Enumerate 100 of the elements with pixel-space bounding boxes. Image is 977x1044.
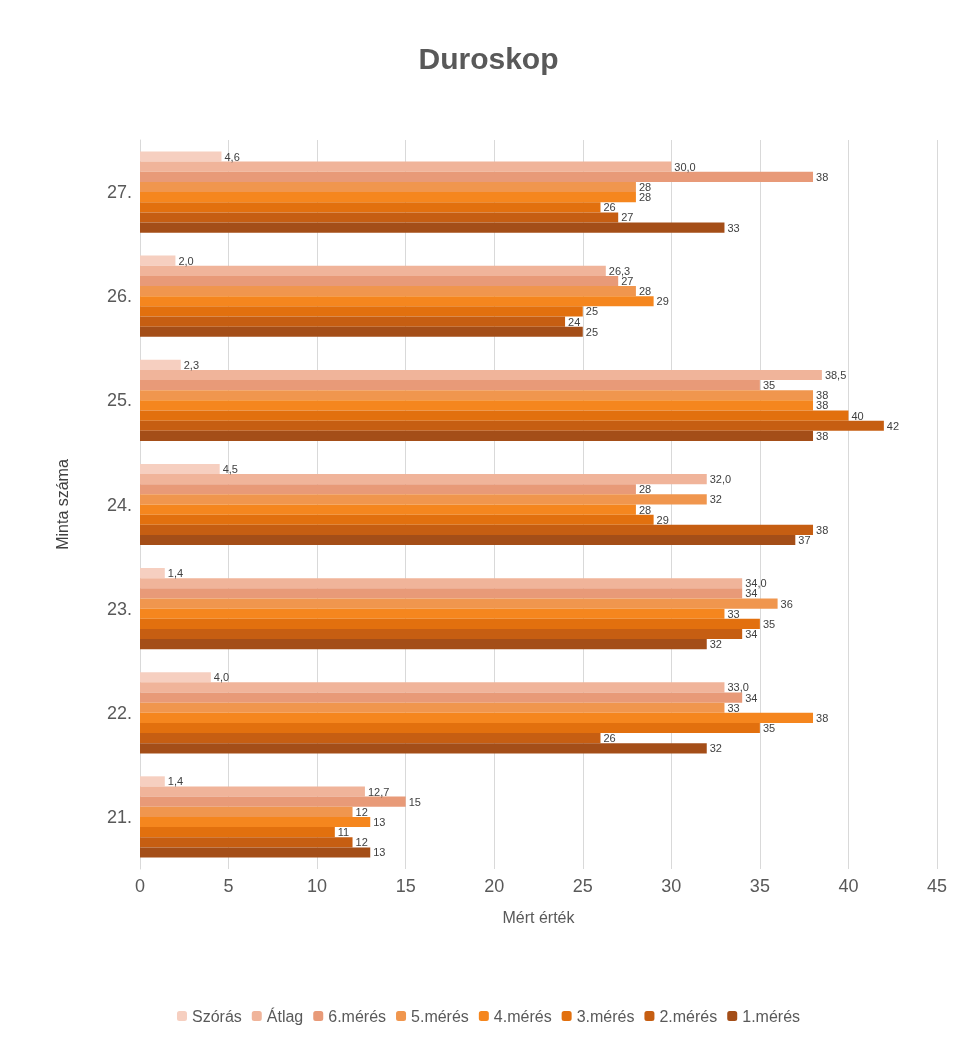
data-label: 38	[816, 523, 829, 536]
bar	[140, 682, 725, 693]
bar	[140, 463, 220, 475]
data-label: 12	[355, 805, 368, 818]
bar	[140, 400, 814, 411]
bar	[140, 255, 176, 266]
bar	[140, 786, 365, 797]
data-label: 2,3	[183, 358, 200, 371]
y-tick-label: 26.	[106, 286, 132, 307]
legend-label: 6.mérés	[328, 1007, 387, 1025]
chart-title: Duroskop	[418, 41, 559, 75]
y-tick-label: 21.	[106, 806, 132, 827]
y-tick-label: 22.	[106, 702, 132, 723]
bar	[140, 380, 760, 391]
data-label: 1,4	[167, 775, 184, 788]
data-label: 28	[638, 285, 652, 298]
data-label: 1,4	[167, 567, 184, 580]
data-label: 24	[568, 315, 581, 328]
data-label: 38	[816, 429, 829, 442]
y-tick-label: 25.	[106, 390, 132, 411]
bar	[140, 692, 743, 703]
bar	[140, 494, 707, 505]
bar	[140, 514, 654, 525]
data-label: 36	[780, 597, 793, 610]
bar	[140, 618, 760, 629]
legend-label: Átlag	[266, 1006, 304, 1025]
bar	[140, 504, 636, 515]
bar	[140, 359, 181, 370]
data-label: 40	[851, 409, 864, 422]
bar	[140, 702, 725, 713]
x-tick-label: 40	[838, 876, 859, 896]
data-label: 33	[727, 221, 740, 234]
data-label: 38	[816, 399, 829, 412]
bar	[140, 578, 743, 589]
data-label: 29	[656, 295, 669, 308]
data-label: 38	[816, 389, 829, 402]
data-label: 38	[816, 170, 829, 183]
data-label: 34	[745, 628, 758, 641]
data-label: 15	[408, 795, 421, 808]
bar	[140, 192, 636, 203]
x-tick-label: 35	[749, 876, 770, 896]
bar	[140, 410, 849, 421]
data-label: 11	[337, 826, 350, 839]
bar	[140, 733, 601, 744]
bar	[140, 430, 814, 441]
data-label: 33	[727, 701, 740, 714]
bar	[140, 161, 672, 172]
x-tick-label: 30	[661, 876, 682, 896]
data-label: 32	[709, 638, 723, 651]
data-label: 26	[603, 201, 616, 214]
x-tick-label: 0	[134, 876, 146, 896]
x-tick-label: 10	[307, 876, 328, 896]
data-label: 35	[762, 379, 776, 392]
bar	[140, 722, 760, 734]
data-label: 28	[638, 503, 652, 516]
data-label: 34	[745, 587, 758, 600]
legend-label: 2.mérés	[659, 1007, 718, 1025]
bar	[140, 534, 796, 546]
data-label: 33,0	[727, 681, 749, 694]
x-tick-label: 15	[395, 876, 416, 896]
data-label: 26	[603, 732, 616, 745]
bar	[140, 598, 778, 609]
bar	[140, 326, 583, 337]
bar	[140, 568, 165, 579]
bar	[140, 474, 707, 485]
data-label: 13	[373, 846, 386, 859]
legend-label: Szórás	[191, 1007, 242, 1025]
data-label: 26,3	[608, 264, 631, 277]
bar	[140, 151, 222, 162]
bar	[140, 776, 165, 787]
data-label: 25	[585, 325, 599, 338]
x-tick-label: 20	[484, 876, 505, 896]
data-label: 2,0	[178, 254, 194, 267]
bar	[140, 286, 636, 297]
data-label: 4,6	[224, 150, 240, 163]
data-label: 33	[727, 607, 740, 620]
data-label: 34,0	[745, 577, 767, 590]
bar	[140, 816, 371, 828]
data-label: 27	[621, 211, 634, 224]
bar	[140, 827, 335, 838]
data-label: 32,0	[709, 473, 732, 486]
y-tick-label: 24.	[106, 494, 132, 515]
legend-label: 5.mérés	[411, 1007, 469, 1025]
data-label: 30,0	[674, 160, 696, 173]
bar	[140, 171, 814, 182]
data-label: 12	[355, 836, 368, 849]
bar	[140, 608, 725, 619]
bar	[140, 796, 406, 807]
bar	[140, 524, 814, 535]
bar	[140, 806, 353, 817]
data-label: 38,5	[824, 368, 847, 381]
data-label: 4,5	[222, 462, 238, 475]
legend-label: 3.mérés	[576, 1007, 635, 1025]
data-label: 28	[638, 483, 652, 496]
data-label: 35	[762, 617, 776, 630]
x-tick-label: 5	[223, 876, 234, 896]
bar	[140, 639, 707, 650]
bar	[140, 420, 884, 431]
data-label: 38	[816, 711, 829, 724]
bar	[140, 222, 725, 233]
